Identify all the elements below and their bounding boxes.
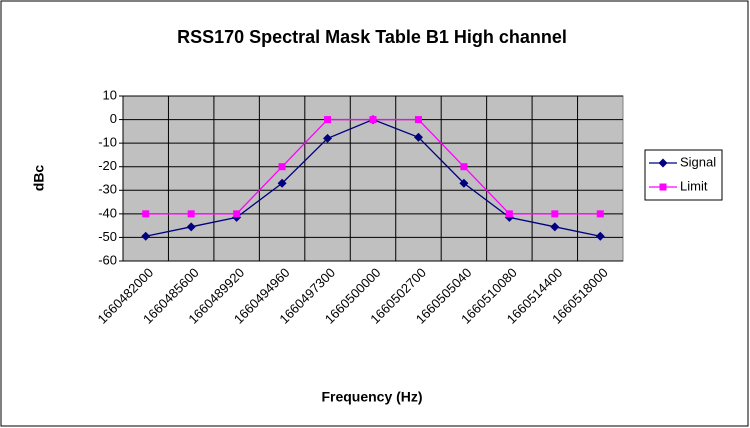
marker (278, 163, 286, 171)
marker (551, 210, 559, 218)
marker (460, 163, 468, 171)
marker (505, 210, 513, 218)
y-tick-label: -40 (98, 205, 117, 220)
marker (550, 222, 560, 232)
legend-box (644, 149, 723, 201)
marker (595, 231, 605, 241)
marker (596, 210, 604, 218)
marker (141, 231, 151, 241)
y-tick-label: -50 (98, 229, 117, 244)
legend-label: Signal (680, 154, 716, 169)
marker (658, 158, 668, 168)
legend-label: Limit (680, 178, 708, 193)
marker (186, 222, 196, 232)
marker (414, 116, 422, 124)
legend: Signal Limit (644, 149, 723, 201)
x-axis-title: Frequency (Hz) (321, 389, 422, 405)
marker (277, 178, 287, 188)
y-tick-label: -60 (98, 252, 117, 267)
y-tick-label: -30 (98, 182, 117, 197)
marker (369, 116, 377, 124)
y-tick-label: 10 (103, 87, 117, 102)
chart-title: RSS170 Spectral Mask Table B1 High chann… (177, 27, 567, 47)
marker (233, 210, 241, 218)
y-tick-label: 0 (110, 111, 117, 126)
marker (323, 133, 333, 143)
marker (459, 178, 469, 188)
marker (413, 132, 423, 142)
marker (187, 210, 195, 218)
marker (324, 116, 332, 124)
marker (142, 210, 150, 218)
y-tick-label: -10 (98, 135, 117, 150)
y-tick-label: -20 (98, 158, 117, 173)
marker (659, 183, 667, 191)
y-axis-title: dBc (31, 165, 47, 192)
